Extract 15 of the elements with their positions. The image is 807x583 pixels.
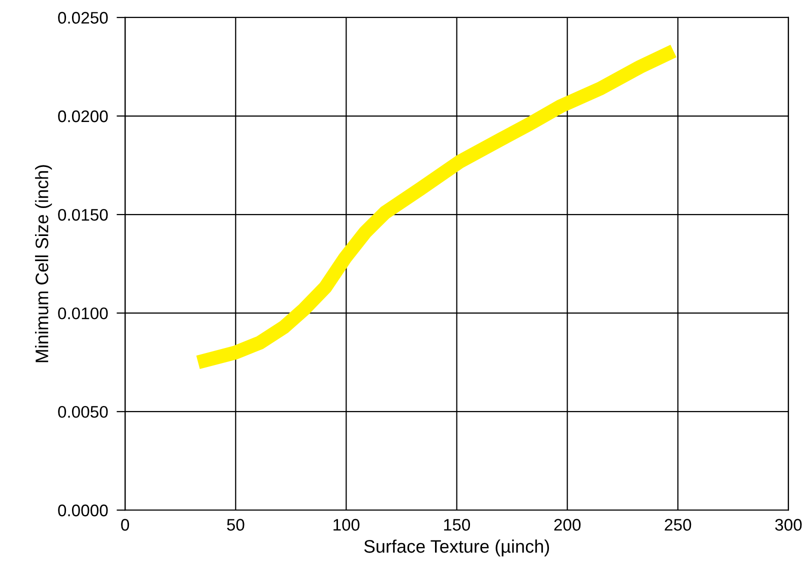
x-tick-label: 300 (775, 518, 802, 531)
x-tick-label: 250 (664, 518, 692, 531)
y-tick-label: 0.0050 (58, 406, 108, 418)
y-tick-label: 0.0100 (58, 307, 108, 320)
x-axis-title: Surface Texture (µinch) (364, 540, 549, 556)
x-tick-label: 50 (227, 518, 244, 531)
x-tick-label: 100 (334, 518, 360, 531)
y-tick-label: 0.0250 (58, 12, 108, 24)
x-tick-label: 0 (121, 518, 130, 531)
x-tick-label: 150 (444, 518, 470, 531)
y-tick-label: 0.0200 (58, 110, 108, 122)
y-tick-label: 0.0150 (58, 208, 108, 221)
x-tick-label: 200 (554, 518, 581, 531)
y-axis-title: Minimum Cell Size (inch) (35, 165, 52, 362)
y-tick-label: 0.0000 (58, 504, 108, 516)
